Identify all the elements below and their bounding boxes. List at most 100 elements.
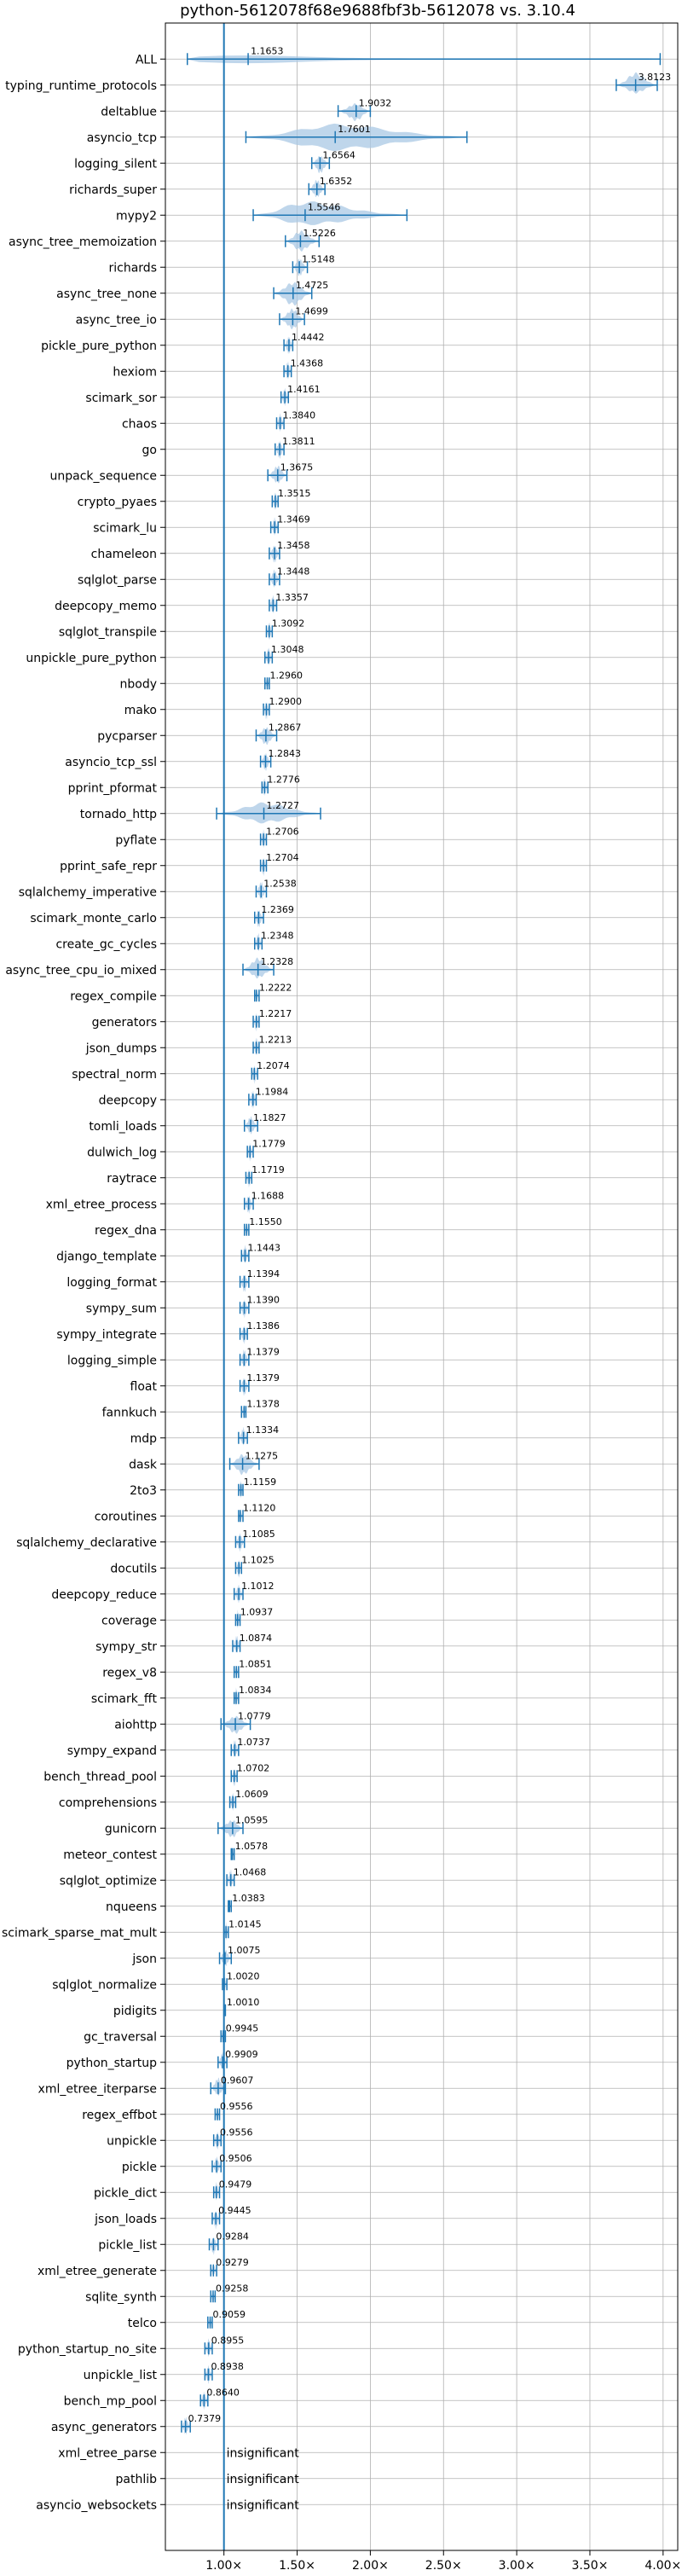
violin-sqlalchemy_declarative xyxy=(234,1533,246,1552)
benchmark-label: bench_mp_pool xyxy=(64,2394,157,2408)
violin-sympy_integrate xyxy=(239,1326,248,1344)
violin-typing_runtime_protocols xyxy=(616,72,658,94)
x-tick-label: 2.50× xyxy=(425,2559,462,2573)
benchmark-label: sympy_str xyxy=(95,1640,157,1654)
violin-sympy_expand xyxy=(230,1740,240,1757)
violin-go xyxy=(275,441,285,459)
value-label: 1.2538 xyxy=(263,878,297,889)
value-label: 1.0874 xyxy=(240,1633,273,1644)
violin-unpickle_pure_python xyxy=(264,647,274,665)
value-label: 1.7601 xyxy=(338,124,371,135)
benchmark-label: sqlite_synth xyxy=(85,2290,157,2304)
value-label: 1.1688 xyxy=(251,1190,285,1201)
value-label: 1.3092 xyxy=(272,618,305,629)
benchmark-label: sympy_integrate xyxy=(56,1328,157,1342)
value-label: 1.6352 xyxy=(320,176,353,187)
violin-pycparser xyxy=(255,727,278,746)
benchmark-label: django_template xyxy=(56,1250,157,1263)
benchmark-label: float xyxy=(130,1380,158,1394)
value-label: 1.1827 xyxy=(253,1112,286,1123)
violin-logging_format xyxy=(239,1274,250,1292)
benchmark-label: deltablue xyxy=(101,105,157,119)
benchmark-label: unpickle_pure_python xyxy=(26,652,157,665)
value-label: 1.1390 xyxy=(247,1294,280,1305)
violin-create_gc_cycles xyxy=(253,933,263,951)
benchmark-label: async_tree_none xyxy=(56,287,157,301)
value-label: 1.4442 xyxy=(292,332,325,343)
violin-float xyxy=(239,1378,250,1396)
benchmark-label: regex_v8 xyxy=(102,1666,157,1680)
violin-gunicorn xyxy=(217,1820,244,1837)
benchmark-label: sqlglot_normalize xyxy=(52,1978,157,1992)
violin-xml_etree_iterparse xyxy=(210,2077,227,2096)
value-label: 1.0737 xyxy=(237,1737,270,1748)
violin-async_tree_cpu_io_mixed xyxy=(242,957,275,979)
benchmark-label: sqlglot_transpile xyxy=(59,625,157,639)
benchmark-label: asyncio_websockets xyxy=(36,2498,157,2512)
violin-2to3 xyxy=(238,1480,244,1499)
benchmark-label: logging_format xyxy=(66,1276,157,1290)
benchmark-label: nqueens xyxy=(106,1900,157,1914)
violin-pickle_list xyxy=(208,2237,219,2255)
benchmark-label: scimark_fft xyxy=(91,1692,158,1706)
grid-lines xyxy=(165,23,678,2550)
violin-pprint_safe_repr xyxy=(259,858,268,876)
benchmark-label: generators xyxy=(92,1016,157,1030)
benchmark-label: richards xyxy=(109,261,158,275)
benchmark-label: ALL xyxy=(136,53,157,67)
violin-unpickle_list xyxy=(204,2365,213,2384)
value-label: 0.9556 xyxy=(220,2126,253,2138)
value-label: 1.5546 xyxy=(308,201,341,212)
value-label: 1.3048 xyxy=(271,644,304,655)
violin-bench_mp_pool xyxy=(199,2391,209,2410)
value-label: 1.1386 xyxy=(246,1320,280,1332)
benchmark-label: pathlib xyxy=(116,2473,158,2486)
value-label: 1.4699 xyxy=(295,305,328,316)
value-label: 1.1012 xyxy=(241,1581,275,1592)
value-label: 0.9279 xyxy=(216,2257,249,2268)
violin-body xyxy=(338,103,371,121)
violin-bench_thread_pool xyxy=(230,1769,238,1787)
benchmark-label: scimark_monte_carlo xyxy=(30,912,157,925)
violin-generators xyxy=(252,1013,260,1032)
benchmark-label: deepcopy_memo xyxy=(55,600,157,613)
violin-sympy_sum xyxy=(239,1299,250,1318)
benchmark-label: coroutines xyxy=(95,1510,157,1523)
violin-coverage xyxy=(234,1610,241,1628)
x-tick-label: 3.00× xyxy=(499,2559,535,2573)
value-label: 1.0075 xyxy=(228,1945,261,1956)
value-label: 1.0834 xyxy=(239,1685,272,1696)
benchmark-label: async_tree_io xyxy=(76,313,157,327)
benchmark-label: scimark_lu xyxy=(93,521,157,535)
benchmark-label: sqlalchemy_imperative xyxy=(19,885,157,899)
benchmark-label: gc_traversal xyxy=(84,2030,157,2044)
x-tick-label: 3.50× xyxy=(572,2559,609,2573)
benchmark-label: nbody xyxy=(120,677,158,691)
violin-xml_etree_process xyxy=(243,1196,254,1214)
violin-aiohttp xyxy=(220,1715,251,1734)
benchmark-label: telco xyxy=(128,2317,157,2330)
violin-unpack_sequence xyxy=(267,465,288,484)
benchmark-label: async_generators xyxy=(51,2421,157,2434)
value-label: 1.0145 xyxy=(228,1918,262,1929)
violin-hexiom xyxy=(283,361,292,380)
violin-ALL xyxy=(187,53,662,66)
value-label: 0.9607 xyxy=(221,2074,254,2086)
chart-title: python-5612078f68e9688fbf3b-5612078 vs. … xyxy=(180,2,575,20)
value-label: 0.9479 xyxy=(219,2179,252,2190)
benchmark-label: tornado_http xyxy=(80,808,157,821)
value-label: 1.2900 xyxy=(269,696,302,707)
value-label: 1.2706 xyxy=(266,826,299,837)
violin-raytrace xyxy=(245,1169,253,1188)
value-label: 1.0383 xyxy=(232,1893,265,1904)
benchmark-label: pprint_pformat xyxy=(68,781,158,795)
benchmark-label: dask xyxy=(129,1458,158,1471)
violin-sqlalchemy_imperative xyxy=(255,882,268,899)
value-label: 1.2328 xyxy=(261,956,294,967)
benchmark-label: python_startup_no_site xyxy=(18,2342,157,2356)
benchmark-label: meteor_contest xyxy=(63,1848,157,1862)
violin-regex_dna xyxy=(243,1223,250,1236)
benchmark-label: xml_etree_iterparse xyxy=(38,2082,157,2096)
benchmark-label: json xyxy=(131,1952,157,1966)
value-label: 0.9284 xyxy=(216,2231,249,2242)
